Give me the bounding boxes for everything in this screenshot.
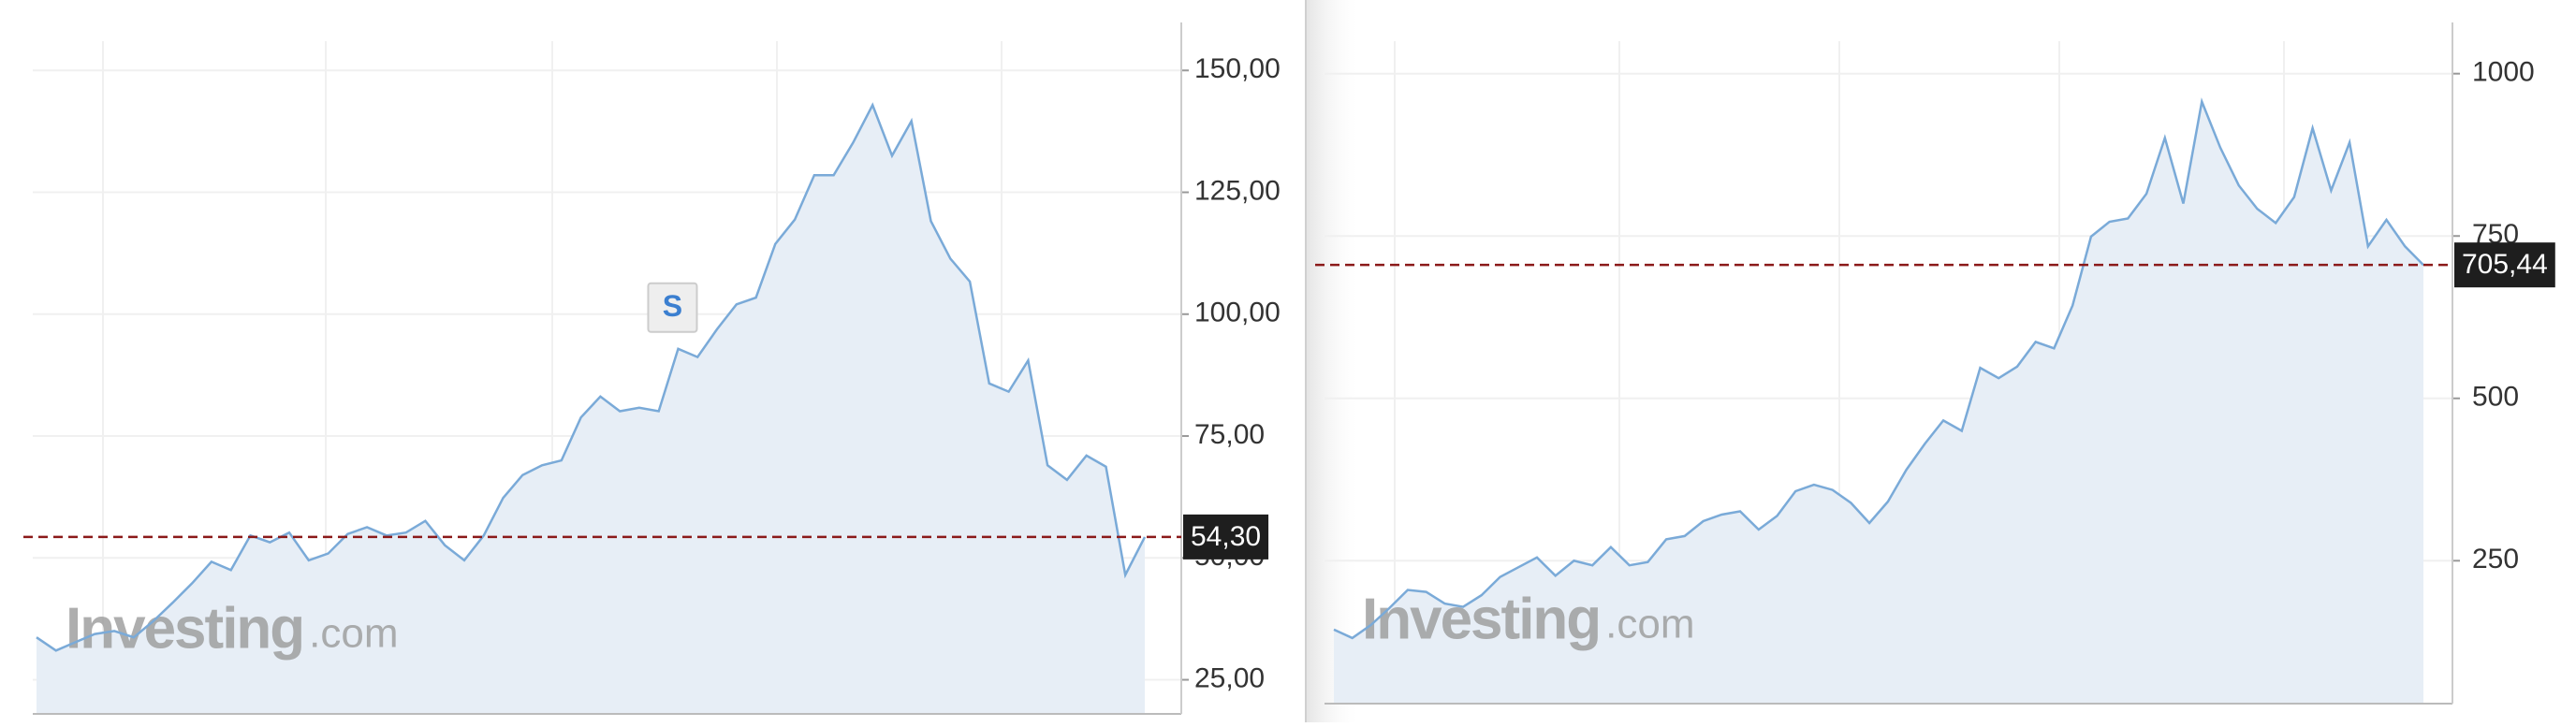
y-tick-label: 1000 (2472, 57, 2535, 88)
y-tick-label: 500 (2472, 382, 2519, 413)
y-tick-label: 100,00 (1194, 298, 1281, 328)
watermark-domain: .com (1605, 602, 1694, 647)
y-tick-label: 25,00 (1194, 662, 1265, 693)
current-price-box (2454, 242, 2555, 288)
annotation-label: S (663, 289, 682, 323)
panel-shadow (1306, 0, 1362, 722)
y-tick-label: 250 (2472, 544, 2519, 574)
current-price-label: 705,44 (2462, 249, 2548, 280)
area-fill (37, 105, 1145, 715)
price-line (1333, 97, 2424, 640)
current-price-label: 54,30 (1191, 521, 1261, 552)
y-tick-label: 150,00 (1194, 53, 1281, 84)
watermark-brand: Investing (1362, 587, 1600, 651)
price-line (36, 102, 1147, 652)
y-tick-label: 125,00 (1194, 175, 1281, 206)
watermark-brand: Investing (66, 596, 303, 661)
watermark-domain: .com (309, 611, 398, 657)
annotation-box (647, 282, 698, 333)
y-tick-label: 75,00 (1194, 419, 1265, 450)
current-price-box (1183, 514, 1269, 560)
